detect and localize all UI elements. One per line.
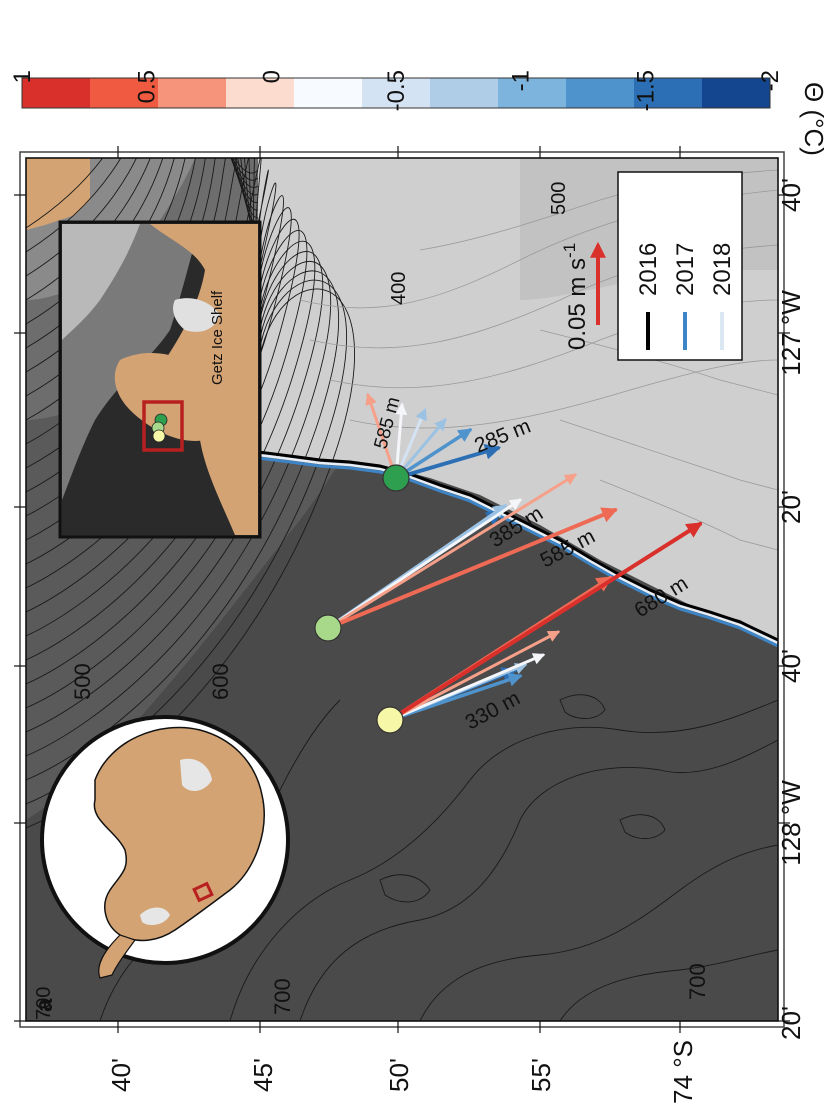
colorbar-tick-label: 0 bbox=[258, 70, 285, 83]
contour-label-700-c: 700 bbox=[685, 963, 710, 1000]
contour-line bbox=[419, 844, 778, 1021]
contour-line bbox=[619, 814, 666, 839]
mooring-yellow bbox=[376, 706, 404, 734]
lon-label-0: 20' bbox=[776, 1006, 806, 1040]
contour-line bbox=[299, 739, 778, 1021]
antarctic-peninsula bbox=[98, 934, 136, 979]
contour-line bbox=[26, 240, 316, 709]
contour-line bbox=[26, 230, 308, 685]
ice-front-lines bbox=[257, 450, 778, 648]
antarctica-inset-globe bbox=[40, 715, 290, 979]
ronne-ice-shelf bbox=[140, 907, 170, 926]
inset-study-box bbox=[142, 400, 184, 452]
contour-line bbox=[379, 874, 431, 903]
colorbar-cell bbox=[634, 78, 703, 108]
legend: 2016 2017 2018 bbox=[617, 171, 743, 361]
colorbar-tick-label: -0.5 bbox=[383, 70, 410, 111]
lat-label-2: 50' bbox=[384, 1058, 414, 1092]
inset-land-island bbox=[114, 352, 224, 441]
scale-label: 0.05 m s-1 bbox=[560, 243, 591, 350]
inset-shelf-light bbox=[62, 224, 140, 340]
colorbar-cell bbox=[226, 78, 295, 108]
contour-line bbox=[26, 207, 292, 637]
vectors-yellow-mooring bbox=[388, 522, 703, 722]
colorbar-tick-label: -1 bbox=[508, 70, 535, 91]
colorbar-tick-label: -1.5 bbox=[632, 70, 659, 111]
contour-label-400: 400 bbox=[388, 272, 410, 305]
lon-label-2: 40' bbox=[776, 649, 806, 683]
contour-line bbox=[559, 694, 606, 719]
colorbar-tick-label: 0.5 bbox=[134, 70, 161, 103]
colorbar-cell bbox=[22, 78, 91, 108]
contour-label-600: 600 bbox=[208, 663, 233, 700]
inset-label: Getz Ice Shelf bbox=[209, 290, 226, 385]
legend-label-2018: 2018 bbox=[709, 243, 736, 296]
mooring-dark-green bbox=[382, 464, 410, 492]
colorbar-cell bbox=[566, 78, 635, 108]
contour-line bbox=[229, 699, 778, 1021]
contour-label-700-b: 700 bbox=[270, 978, 295, 1015]
axis-ticks bbox=[14, 146, 790, 1033]
colorbar-label: Θ (°C) bbox=[799, 82, 829, 156]
lon-label-5: 40' bbox=[776, 178, 806, 212]
antarctica-landmass bbox=[93, 726, 265, 942]
ross-ice-shelf bbox=[180, 758, 212, 792]
contour-line bbox=[26, 158, 259, 229]
panel-label: a bbox=[31, 998, 58, 1012]
lon-label-1: 128 °W bbox=[776, 780, 806, 866]
lat-label-4: 74 °S bbox=[668, 1040, 698, 1104]
colorbar-frame bbox=[21, 77, 771, 109]
contour-line bbox=[26, 251, 324, 733]
colorbar-cell bbox=[294, 78, 363, 108]
lat-label-1: 45' bbox=[248, 1058, 278, 1092]
lon-label-3: 20' bbox=[776, 490, 806, 524]
colorbar-tick-labels: 1 0.5 0 -0.5 -1 -1.5 -2 bbox=[9, 70, 784, 111]
latitude-labels: 40' 45' 50' 55' 74 °S bbox=[106, 1040, 698, 1104]
colorbar-cells bbox=[22, 78, 771, 108]
contour-label-500-ice: 500 bbox=[548, 182, 570, 215]
colorbar-cell bbox=[90, 78, 159, 108]
contour-line bbox=[26, 218, 300, 661]
colorbar-cell bbox=[498, 78, 567, 108]
contour-line bbox=[26, 158, 259, 253]
colorbar-tick-label: -2 bbox=[757, 70, 784, 91]
map-inner-frame bbox=[25, 157, 779, 1022]
colorbar-cell bbox=[362, 78, 431, 108]
velocity-scale: 0.05 m s-1 bbox=[560, 241, 606, 350]
mooring-light-green bbox=[314, 614, 342, 642]
globe-study-box bbox=[192, 881, 214, 903]
contour-line bbox=[26, 195, 284, 613]
contour-line bbox=[559, 949, 778, 1021]
map-panel: 500 600 700 700 700 400 500 bbox=[19, 151, 785, 1028]
colorbar-cell bbox=[702, 78, 771, 108]
inset-ice-patch bbox=[173, 298, 220, 332]
land-patch bbox=[26, 158, 90, 230]
contour-labels: 500 600 700 700 700 400 500 bbox=[33, 182, 710, 1020]
lat-label-3: 55' bbox=[526, 1058, 556, 1092]
vectors-light-green-mooring bbox=[326, 473, 618, 630]
contour-label-500: 500 bbox=[70, 663, 95, 700]
inset-mooring-yellow bbox=[152, 429, 166, 443]
lon-label-4: 127 °W bbox=[776, 290, 806, 376]
legend-label-2016: 2016 bbox=[635, 243, 662, 296]
contour-line bbox=[26, 261, 332, 757]
colorbar-cell bbox=[158, 78, 227, 108]
contour-label-700-a: 700 bbox=[33, 987, 55, 1020]
lat-label-0: 40' bbox=[106, 1058, 136, 1092]
longitude-labels: 20' 128 °W 40' 20' 127 °W 40' bbox=[776, 178, 806, 1040]
legend-label-2017: 2017 bbox=[672, 243, 699, 296]
colorbar: 1 0.5 0 -0.5 -1 -1.5 -2 Θ (°C) bbox=[9, 70, 829, 156]
getz-inset-map: Getz Ice Shelf bbox=[58, 220, 262, 539]
colorbar-cell bbox=[430, 78, 499, 108]
colorbar-tick-label: 1 bbox=[9, 70, 36, 83]
